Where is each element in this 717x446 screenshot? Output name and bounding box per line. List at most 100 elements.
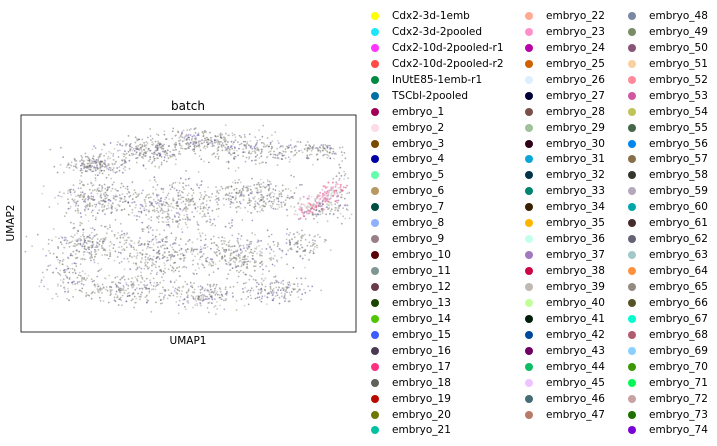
legend-marker xyxy=(371,59,379,68)
legend-label: embryo_51 xyxy=(649,57,708,70)
legend-marker xyxy=(371,251,379,260)
legend-label: embryo_53 xyxy=(649,89,708,102)
legend-item: embryo_25 xyxy=(525,57,605,71)
legend-marker xyxy=(628,123,636,132)
legend-item: embryo_65 xyxy=(628,280,708,294)
legend-label: embryo_64 xyxy=(649,265,708,278)
legend-marker xyxy=(525,91,533,100)
legend-marker xyxy=(371,410,379,419)
legend-marker xyxy=(525,235,533,244)
legend-label: embryo_17 xyxy=(392,360,451,373)
legend-marker xyxy=(525,203,533,212)
legend-label: embryo_14 xyxy=(392,312,451,325)
legend-label: embryo_36 xyxy=(546,233,605,246)
legend-marker xyxy=(371,187,379,196)
legend-marker xyxy=(371,346,379,355)
legend-item: embryo_6 xyxy=(371,184,444,198)
legend-item: embryo_9 xyxy=(371,232,444,246)
legend-label: embryo_40 xyxy=(546,296,605,309)
legend-item: embryo_63 xyxy=(628,248,708,262)
legend-item: embryo_13 xyxy=(371,296,451,310)
legend-item: embryo_8 xyxy=(371,216,444,230)
legend-marker xyxy=(371,91,379,100)
legend-marker xyxy=(371,75,379,84)
legend-label: embryo_27 xyxy=(546,89,605,102)
legend-item: embryo_11 xyxy=(371,264,451,278)
legend-marker xyxy=(371,155,379,164)
legend-item: embryo_68 xyxy=(628,328,708,342)
legend-item: embryo_70 xyxy=(628,360,708,374)
legend-marker xyxy=(371,314,379,323)
legend-item: embryo_18 xyxy=(371,376,451,390)
legend-label: Cdx2-10d-2pooled-r1 xyxy=(392,41,504,54)
legend-marker xyxy=(628,155,636,164)
legend-marker xyxy=(628,107,636,116)
legend-marker xyxy=(371,12,379,20)
legend-label: embryo_32 xyxy=(546,169,605,182)
legend-marker xyxy=(525,410,533,419)
legend-marker xyxy=(525,298,533,307)
legend-item: embryo_10 xyxy=(371,248,451,262)
legend-label: embryo_24 xyxy=(546,41,605,54)
legend-item: embryo_27 xyxy=(525,89,605,103)
legend-item: Cdx2-3d-2pooled xyxy=(371,25,482,39)
legend-item: embryo_3 xyxy=(371,137,444,151)
legend-item: embryo_5 xyxy=(371,168,444,182)
legend-item: embryo_64 xyxy=(628,264,708,278)
legend-marker xyxy=(628,282,636,291)
legend-marker xyxy=(628,346,636,355)
legend-label: embryo_50 xyxy=(649,41,708,54)
legend-item: embryo_46 xyxy=(525,392,605,406)
legend-item: Cdx2-10d-2pooled-r2 xyxy=(371,57,504,71)
legend-marker xyxy=(525,219,533,228)
legend-label: embryo_42 xyxy=(546,328,605,341)
legend-item: embryo_48 xyxy=(628,9,708,23)
legend-marker xyxy=(525,27,533,36)
legend-label: embryo_33 xyxy=(546,185,605,198)
legend-item: embryo_24 xyxy=(525,41,605,55)
legend-item: embryo_2 xyxy=(371,121,444,135)
legend-marker xyxy=(371,298,379,307)
legend-marker xyxy=(525,282,533,291)
legend-item: embryo_28 xyxy=(525,105,605,119)
legend-label: embryo_30 xyxy=(546,137,605,150)
legend-label: embryo_46 xyxy=(546,392,605,405)
points-layer xyxy=(24,124,353,315)
legend-marker xyxy=(525,75,533,84)
legend-label: embryo_68 xyxy=(649,328,708,341)
legend-label: embryo_22 xyxy=(546,10,605,22)
legend-label: embryo_21 xyxy=(392,424,451,437)
legend-label: embryo_55 xyxy=(649,121,708,134)
legend-label: embryo_5 xyxy=(392,169,445,182)
legend-marker xyxy=(371,394,379,403)
legend-label: embryo_37 xyxy=(546,249,605,262)
legend-item: embryo_15 xyxy=(371,328,451,342)
legend-marker xyxy=(525,378,533,387)
legend-marker xyxy=(628,394,636,403)
legend-marker xyxy=(371,282,379,291)
legend-label: embryo_16 xyxy=(392,344,451,357)
legend-label: embryo_31 xyxy=(546,153,605,166)
legend-item: embryo_32 xyxy=(525,168,605,182)
legend-label: embryo_43 xyxy=(546,344,605,357)
legend-item: embryo_14 xyxy=(371,312,451,326)
legend-item: embryo_74 xyxy=(628,423,708,437)
legend-item: embryo_55 xyxy=(628,121,708,135)
legend-label: embryo_74 xyxy=(649,424,708,437)
legend-marker xyxy=(628,235,636,244)
legend-label: embryo_69 xyxy=(649,344,708,357)
legend-marker xyxy=(371,123,379,132)
legend-item: embryo_58 xyxy=(628,168,708,182)
legend-marker xyxy=(371,330,379,339)
legend-label: embryo_49 xyxy=(649,25,708,38)
legend-item: embryo_57 xyxy=(628,152,708,166)
legend-marker xyxy=(628,27,636,36)
legend-marker xyxy=(628,203,636,212)
x-axis-label: UMAP1 xyxy=(170,335,207,347)
legend-item: embryo_47 xyxy=(525,408,605,422)
legend-item: embryo_62 xyxy=(628,232,708,246)
legend-item: embryo_31 xyxy=(525,152,605,166)
legend-item: embryo_36 xyxy=(525,232,605,246)
legend-marker xyxy=(628,251,636,260)
